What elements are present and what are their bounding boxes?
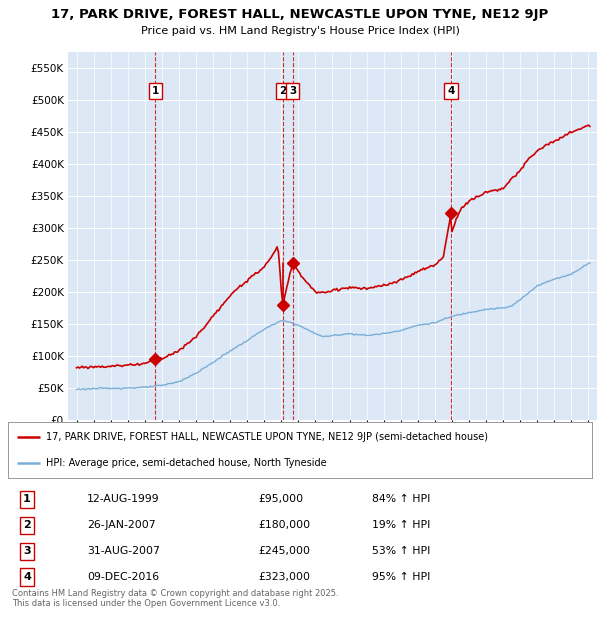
Text: 3: 3 (289, 86, 296, 95)
Text: 2: 2 (279, 86, 286, 95)
Text: £180,000: £180,000 (258, 520, 310, 530)
Text: Price paid vs. HM Land Registry's House Price Index (HPI): Price paid vs. HM Land Registry's House … (140, 26, 460, 36)
Text: 4: 4 (23, 572, 31, 582)
Text: Contains HM Land Registry data © Crown copyright and database right 2025.
This d: Contains HM Land Registry data © Crown c… (12, 588, 338, 608)
Text: HPI: Average price, semi-detached house, North Tyneside: HPI: Average price, semi-detached house,… (46, 458, 326, 468)
Text: 17, PARK DRIVE, FOREST HALL, NEWCASTLE UPON TYNE, NE12 9JP: 17, PARK DRIVE, FOREST HALL, NEWCASTLE U… (52, 8, 548, 21)
Text: 17, PARK DRIVE, FOREST HALL, NEWCASTLE UPON TYNE, NE12 9JP (semi-detached house): 17, PARK DRIVE, FOREST HALL, NEWCASTLE U… (46, 432, 488, 442)
Text: 2: 2 (23, 520, 31, 530)
Text: 09-DEC-2016: 09-DEC-2016 (87, 572, 159, 582)
Text: 3: 3 (23, 546, 31, 556)
Text: 1: 1 (23, 494, 31, 504)
Text: 4: 4 (447, 86, 455, 95)
Text: 19% ↑ HPI: 19% ↑ HPI (372, 520, 430, 530)
Text: 31-AUG-2007: 31-AUG-2007 (87, 546, 160, 556)
Text: 26-JAN-2007: 26-JAN-2007 (87, 520, 155, 530)
Text: 53% ↑ HPI: 53% ↑ HPI (372, 546, 430, 556)
Text: 95% ↑ HPI: 95% ↑ HPI (372, 572, 430, 582)
Text: £323,000: £323,000 (258, 572, 310, 582)
Text: £95,000: £95,000 (258, 494, 303, 504)
Text: 84% ↑ HPI: 84% ↑ HPI (372, 494, 430, 504)
Text: 12-AUG-1999: 12-AUG-1999 (87, 494, 160, 504)
Text: 1: 1 (152, 86, 159, 95)
Text: £245,000: £245,000 (258, 546, 310, 556)
